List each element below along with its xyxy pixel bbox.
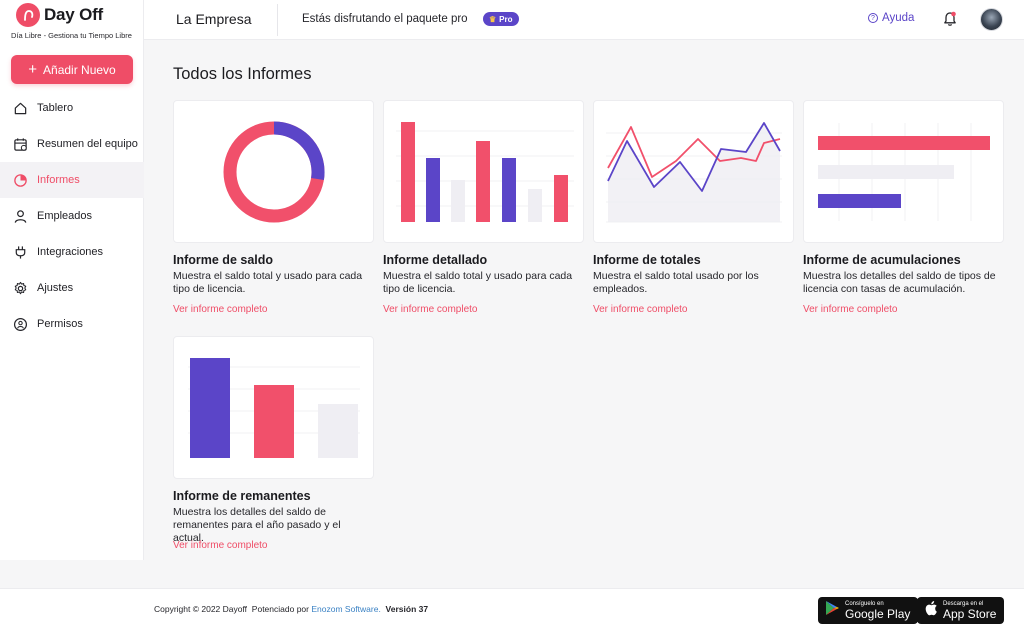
view-full-report-link[interactable]: Ver informe completo <box>173 304 268 315</box>
report-card-totales[interactable]: Informe de totales Muestra el saldo tota… <box>593 100 794 315</box>
brand-name: Day Off <box>43 5 104 24</box>
view-full-report-link[interactable]: Ver informe completo <box>173 540 268 551</box>
sidebar-nav: Tablero Resumen del equipo Informes Empl… <box>0 90 144 342</box>
sidebar-item-empleados[interactable]: Empleados <box>0 198 144 234</box>
sidebar-item-label: Permisos <box>37 318 83 330</box>
view-full-report-link[interactable]: Ver informe completo <box>593 304 688 315</box>
report-title: Informe de saldo <box>173 253 274 267</box>
sidebar-item-informes[interactable]: Informes <box>0 162 144 198</box>
report-card-saldo[interactable]: Informe de saldo Muestra el saldo total … <box>173 100 374 315</box>
report-title: Informe de remanentes <box>173 489 311 503</box>
sidebar-item-label: Informes <box>37 174 80 186</box>
plus-icon: + <box>28 61 38 78</box>
sidebar-item-label: Empleados <box>37 210 93 222</box>
sidebar: Day Off Día Libre - Gestiona tu Tiempo L… <box>0 0 144 560</box>
footer: Copyright © 2022 Dayoff Potenciado por E… <box>0 588 1024 627</box>
help-circle-icon: ? <box>868 13 878 23</box>
avatar[interactable] <box>980 8 1003 31</box>
sidebar-item-tablero[interactable]: Tablero <box>0 90 144 126</box>
copyright: Copyright © 2022 Dayoff <box>154 604 248 614</box>
help-label: Ayuda <box>882 12 915 24</box>
add-new-label: Añadir Nuevo <box>43 62 116 77</box>
home-icon <box>12 100 28 116</box>
report-description: Muestra los detalles del saldo de remane… <box>173 506 341 544</box>
app-store-button[interactable]: Descarga en el App Store <box>917 597 1005 624</box>
google-play-big: Google Play <box>845 606 911 621</box>
report-thumbnail-bars3[interactable] <box>173 336 374 479</box>
report-card-acumulaciones[interactable]: Informe de acumulaciones Muestra los det… <box>803 100 1004 315</box>
sidebar-item-label: Tablero <box>37 102 74 114</box>
sidebar-item-permisos[interactable]: Permisos <box>0 306 144 342</box>
top-header: La Empresa Estás disfrutando el paquete … <box>144 0 1024 40</box>
crown-icon: ♛ <box>489 14 497 24</box>
report-description: Muestra el saldo total y usado para cada… <box>383 270 573 295</box>
sidebar-item-label: Integraciones <box>37 246 104 258</box>
report-thumbnail-lines[interactable] <box>593 100 794 243</box>
sidebar-item-label: Ajustes <box>37 282 74 294</box>
report-title: Informe de totales <box>593 253 701 267</box>
report-thumbnail-hbars[interactable] <box>803 100 1004 243</box>
report-thumbnail-donut[interactable] <box>173 100 374 243</box>
calendar-icon <box>12 136 28 152</box>
sidebar-item-ajustes[interactable]: Ajustes <box>0 270 144 306</box>
page-title: Todos los Informes <box>173 65 312 83</box>
sidebar-item-resumen[interactable]: Resumen del equipo <box>0 126 144 162</box>
user-icon <box>12 208 28 224</box>
shield-user-icon <box>12 316 28 332</box>
gear-icon <box>12 280 28 296</box>
report-thumbnail-bars[interactable] <box>383 100 584 243</box>
google-play-small: Consíguelo en <box>845 600 884 607</box>
report-description: Muestra los detalles del saldo de tipos … <box>803 270 996 295</box>
report-card-detallado[interactable]: Informe detallado Muestra el saldo total… <box>383 100 584 315</box>
pro-badge: ♛ Pro <box>483 12 519 26</box>
package-text: Estás disfrutando el paquete pro <box>302 13 468 25</box>
apple-icon <box>924 600 938 621</box>
pro-badge-label: Pro <box>499 14 513 24</box>
dayoff-logo-icon <box>15 3 40 27</box>
view-full-report-link[interactable]: Ver informe completo <box>803 304 898 315</box>
version-label: Versión <box>385 604 417 614</box>
help-link[interactable]: ? Ayuda <box>868 12 914 24</box>
brand[interactable]: Day Off Día Libre - Gestiona tu Tiempo L… <box>0 0 143 42</box>
brand-tagline: Día Libre - Gestiona tu Tiempo Libre <box>11 31 132 40</box>
sidebar-item-label: Resumen del equipo <box>37 138 138 150</box>
app-store-small: Descarga en el <box>943 600 984 607</box>
app-store-big: App Store <box>943 606 997 621</box>
report-title: Informe detallado <box>383 253 488 267</box>
google-play-icon <box>825 600 840 621</box>
copyright-text: Copyright © 2022 Dayoff Potenciado por E… <box>154 604 428 614</box>
report-description: Muestra el saldo total y usado para cada… <box>173 270 363 295</box>
powered-by: Potenciado por <box>251 604 309 614</box>
company-name[interactable]: La Empresa <box>176 11 252 27</box>
enozom-link[interactable]: Enozom Software. <box>311 604 381 614</box>
version-number: 37 <box>418 604 429 614</box>
google-play-button[interactable]: Consíguelo en Google Play <box>818 597 919 624</box>
sidebar-item-integraciones[interactable]: Integraciones <box>0 234 144 270</box>
plug-icon <box>12 244 28 260</box>
report-title: Informe de acumulaciones <box>803 253 961 267</box>
add-new-button[interactable]: + Añadir Nuevo <box>11 55 133 84</box>
report-card-remanentes[interactable]: Informe de remanentes Muestra los detall… <box>173 336 374 551</box>
report-description: Muestra el saldo total usado por los emp… <box>593 270 759 295</box>
view-full-report-link[interactable]: Ver informe completo <box>383 304 478 315</box>
pie-chart-icon <box>12 172 28 188</box>
header-divider <box>277 4 278 36</box>
notification-bell-icon[interactable] <box>941 10 959 28</box>
